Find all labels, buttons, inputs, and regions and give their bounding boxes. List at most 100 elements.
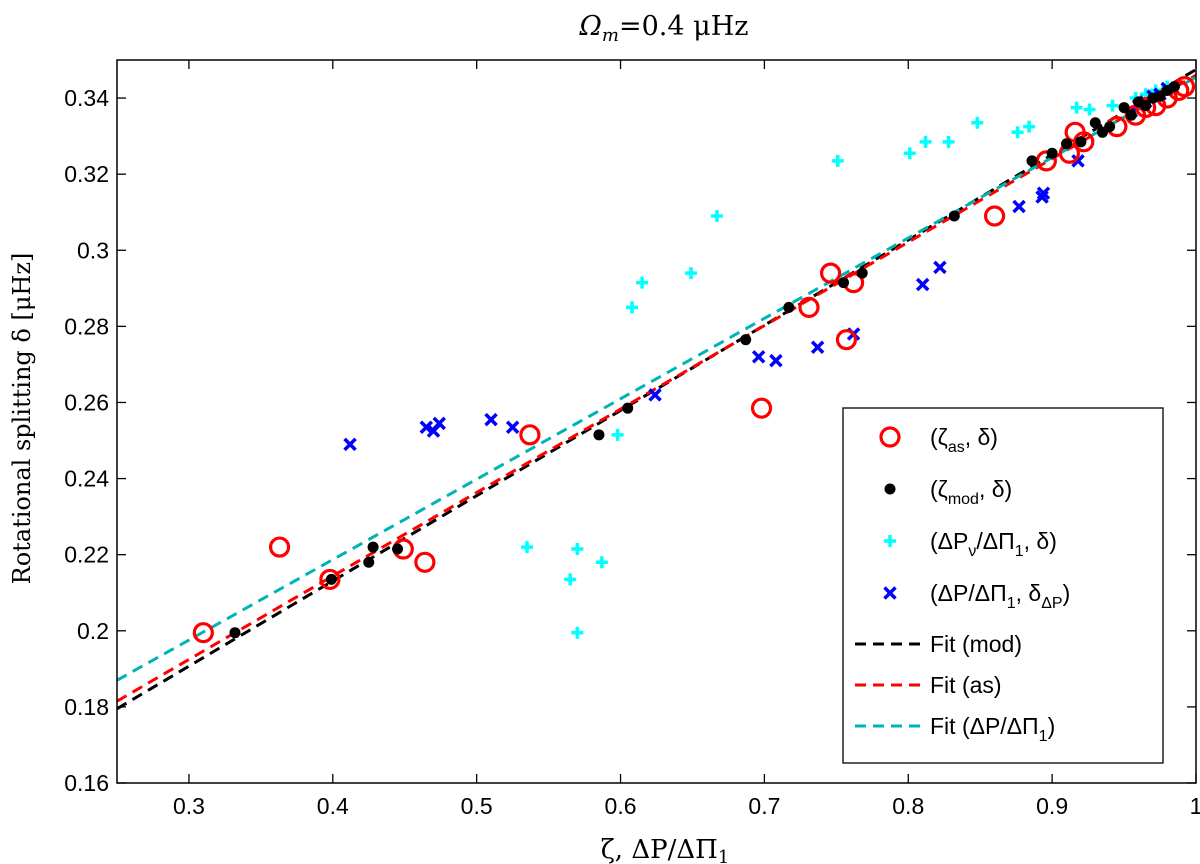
legend-entry-5: Fit (as): [930, 672, 1002, 698]
point-s2-10: [831, 154, 844, 167]
point-s3-4: [484, 412, 498, 427]
point-s2-12: [919, 135, 932, 148]
point-s2-9: [710, 210, 723, 223]
point-s2-5: [611, 428, 624, 441]
legend-entry-4: Fit (mod): [930, 631, 1022, 657]
legend-box: [842, 407, 1164, 764]
axes-box: [116, 59, 1197, 784]
point-s2-4: [595, 556, 608, 569]
point-s0-4: [414, 551, 436, 573]
y-tick-label: 0.24: [64, 466, 109, 492]
x-tick-label: 0.6: [605, 793, 637, 819]
legend-entry-6: Fit (ΔP/ΔΠ1): [930, 713, 1055, 745]
point-s0-11: [983, 205, 1006, 227]
point-s1-1: [325, 573, 337, 585]
point-s1-16: [1089, 117, 1101, 129]
point-s1-20: [1125, 109, 1137, 121]
x-tick-label: 0.8: [892, 793, 924, 819]
point-s1-22: [1140, 100, 1152, 112]
point-s1-15: [1075, 136, 1087, 148]
y-tick-label: 0.32: [64, 161, 109, 187]
point-s3-16: [1071, 154, 1085, 168]
point-s2-14: [971, 116, 984, 129]
point-s3-13: [1012, 199, 1026, 214]
point-s1-13: [1046, 147, 1058, 159]
point-s2-15: [1011, 126, 1024, 139]
point-s3-0: [343, 437, 357, 452]
point-s2-8: [685, 267, 698, 280]
point-s1-2: [363, 556, 375, 568]
point-s1-5: [593, 429, 605, 441]
point-s0-2: [319, 568, 341, 591]
point-s1-12: [1026, 155, 1038, 167]
point-s2-1: [564, 573, 577, 586]
point-s0-1: [268, 536, 291, 558]
point-s2-17: [1070, 101, 1083, 114]
x-tick-label: 0.3: [173, 793, 205, 819]
fit-line-1: [117, 73, 1196, 703]
chart-title-text: Ωm=0.4 μHz: [579, 11, 749, 46]
legend: (ζas, δ) (ζmod, δ) (ΔPν/ΔΠ1, δ) (ΔP/ΔΠ1, δΔ…: [842, 407, 1164, 764]
point-s3-6: [648, 388, 662, 402]
y-axis-label: Rotational splitting δ [μHz]: [8, 253, 36, 585]
chart-title: Ωm=0.4 μHz: [579, 11, 749, 46]
x-tick-label: 0.5: [461, 793, 493, 819]
point-s0-7: [798, 296, 820, 318]
point-s0-15: [1073, 131, 1095, 153]
y-tick-label: 0.22: [64, 542, 109, 568]
series-0: [192, 76, 1196, 644]
x-axis-ticks: 0.3 0.4 0.5 0.6 0.7 0.8 0.9 1: [173, 60, 1200, 819]
point-s0-8: [819, 262, 842, 284]
point-s2-11: [903, 147, 916, 160]
series-1: [229, 81, 1180, 639]
point-s1-9: [838, 277, 850, 289]
legend-symbol-0: [879, 426, 901, 448]
legend-entry-2: (ΔPν/ΔΠ1, δ): [930, 528, 1057, 560]
point-s3-8: [769, 353, 783, 368]
y-tick-label: 0.16: [64, 770, 109, 796]
x-axis-label-text: ζ, ΔP/ΔΠ1: [601, 835, 730, 864]
point-s0-5: [519, 424, 541, 446]
legend-entry-0: (ζas, δ): [930, 424, 998, 456]
point-s1-4: [392, 543, 404, 555]
legend-entry-3: (ΔP/ΔΠ1, δΔP): [930, 580, 1070, 612]
point-s2-0: [521, 541, 534, 554]
point-s0-6: [750, 397, 773, 419]
point-s2-16: [1023, 120, 1036, 133]
legend-entry-1: (ζmod, δ): [930, 476, 1012, 508]
point-s1-18: [1104, 121, 1116, 133]
series-2: [521, 80, 1174, 639]
point-s3-9: [810, 340, 825, 355]
fit-line-2: [117, 75, 1196, 682]
x-tick-label: 0.4: [317, 793, 349, 819]
x-tick-label: 0.7: [748, 793, 780, 819]
point-s1-3: [367, 541, 379, 553]
y-axis-ticks: 0.16 0.18 0.2 0.22 0.24 0.26 0.28 0.3 0.32 0.34: [64, 85, 1196, 796]
x-axis-label: ζ, ΔP/ΔΠ1: [601, 835, 730, 864]
point-s2-3: [571, 626, 584, 639]
point-s3-15: [1036, 186, 1051, 200]
point-s2-6: [626, 301, 639, 314]
point-s2-18: [1083, 103, 1096, 116]
legend-symbol-2: [884, 535, 896, 547]
point-s3-12: [933, 260, 947, 275]
point-s1-8: [783, 301, 795, 313]
point-s1-6: [622, 402, 634, 414]
y-tick-label: 0.18: [64, 694, 109, 720]
point-s3-11: [915, 277, 930, 292]
point-s1-19: [1118, 102, 1130, 114]
y-tick-label: 0.26: [64, 389, 109, 415]
point-s1-14: [1061, 138, 1073, 150]
point-s0-9: [835, 329, 858, 351]
y-tick-label: 0.2: [77, 618, 109, 644]
x-tick-label: 1: [1190, 793, 1200, 819]
data-series: [192, 76, 1196, 644]
point-s2-7: [636, 276, 649, 289]
point-s1-11: [948, 210, 960, 222]
point-s1-7: [740, 334, 752, 346]
point-s2-2: [571, 542, 584, 555]
point-s1-26: [1168, 81, 1180, 93]
y-tick-label: 0.3: [77, 237, 109, 263]
point-s2-19: [1106, 99, 1119, 112]
